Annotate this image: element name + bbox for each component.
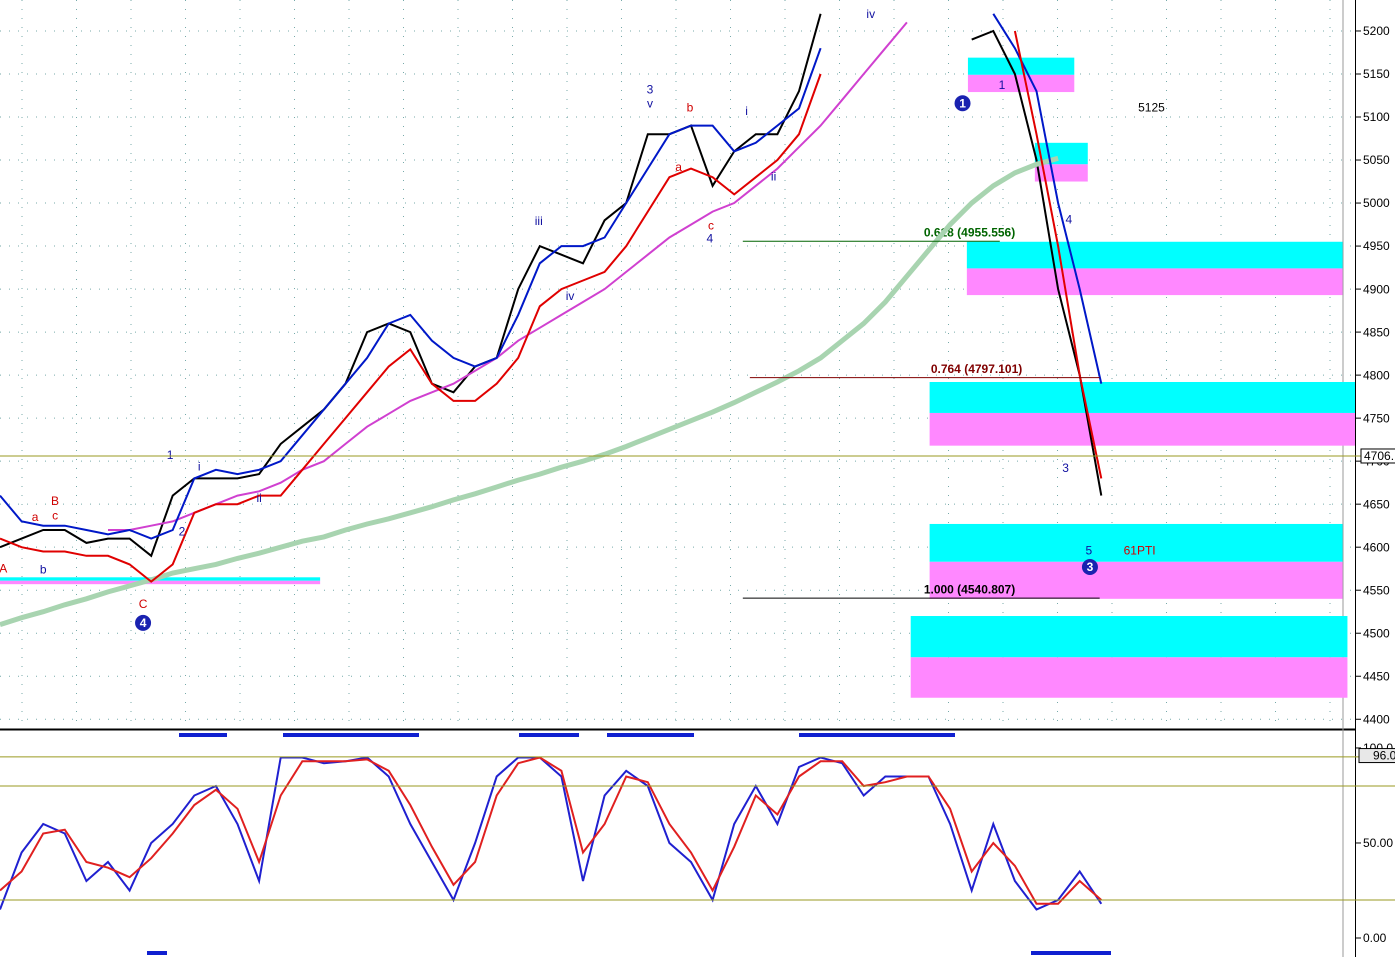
wave-circle bbox=[135, 614, 152, 631]
y-tick-label: 5200 bbox=[1363, 24, 1390, 38]
y-tick-label: 50.00 bbox=[1363, 836, 1393, 850]
wave-circle bbox=[1081, 558, 1098, 575]
wave-label: ii bbox=[256, 491, 261, 505]
signal-bar bbox=[799, 733, 955, 737]
price-box bbox=[1360, 448, 1395, 464]
signal-bar bbox=[179, 733, 227, 737]
y-tick-label: 4400 bbox=[1363, 712, 1390, 726]
marker-label: 96.0 bbox=[1373, 749, 1395, 763]
target-zone-upper bbox=[929, 381, 1355, 413]
wave-label: i bbox=[198, 459, 201, 473]
y-tick-label: 0.00 bbox=[1363, 931, 1387, 945]
wave-label: C bbox=[139, 597, 148, 611]
wave-label: B bbox=[51, 494, 59, 508]
target-zone-upper bbox=[967, 57, 1075, 75]
series-line bbox=[0, 756, 1102, 905]
signal-bar bbox=[147, 951, 167, 955]
wave-label: 4 bbox=[1066, 212, 1073, 226]
wave-label: ii bbox=[771, 169, 776, 183]
y-tick-label: 4450 bbox=[1363, 669, 1390, 683]
y-tick-label: 4800 bbox=[1363, 368, 1390, 382]
target-zone-lower bbox=[967, 74, 1075, 93]
wave-label: 5125 bbox=[1138, 101, 1165, 115]
y-tick-label: 4500 bbox=[1363, 626, 1390, 640]
y-tick-label: 4650 bbox=[1363, 497, 1390, 511]
plot-layer bbox=[0, 756, 1103, 911]
wave-label: 1 bbox=[999, 78, 1006, 92]
signal-bar bbox=[1031, 951, 1111, 955]
signal-bar bbox=[519, 733, 579, 737]
wave-label: 1 bbox=[167, 448, 174, 462]
y-tick-label: 4950 bbox=[1363, 239, 1390, 253]
wave-label: i bbox=[745, 104, 748, 118]
wave-label: 4 bbox=[707, 231, 714, 245]
wave-label: 3 bbox=[647, 83, 654, 97]
wave-circle bbox=[954, 95, 971, 112]
wave-label: 3 bbox=[1062, 461, 1069, 475]
target-zone-lower bbox=[0, 580, 321, 585]
signal-bars bbox=[147, 733, 1111, 955]
fib-label: 0.764 (4797.101) bbox=[931, 362, 1022, 376]
wave-label: b bbox=[40, 563, 47, 577]
y-tick-label: 4750 bbox=[1363, 411, 1390, 425]
target-zone-lower bbox=[910, 657, 1348, 698]
price-label: 4706. bbox=[1364, 449, 1394, 463]
signal-bar bbox=[283, 733, 419, 737]
wave-circle-label: 4 bbox=[140, 616, 147, 630]
y-tick-label: 5050 bbox=[1363, 153, 1390, 167]
target-zone-lower bbox=[929, 561, 1343, 599]
series-line bbox=[0, 47, 822, 540]
wave-circle-label: 3 bbox=[1087, 560, 1094, 574]
target-zone-lower bbox=[966, 268, 1343, 296]
wave-label: a bbox=[675, 160, 682, 174]
marker-box bbox=[1358, 748, 1395, 764]
target-zone-lower bbox=[929, 412, 1355, 446]
fib-label: 1.000 (4540.807) bbox=[924, 582, 1015, 596]
target-zone-lower bbox=[1034, 164, 1088, 182]
wave-label: iii bbox=[535, 214, 543, 228]
target-zone-upper bbox=[910, 616, 1348, 658]
y-tick-label: 5150 bbox=[1363, 67, 1390, 81]
wave-label: 61PTI bbox=[1124, 544, 1156, 558]
wave-label: c bbox=[708, 218, 714, 232]
wave-label: c bbox=[52, 508, 58, 522]
series-line bbox=[992, 13, 1103, 384]
series-line bbox=[0, 155, 1059, 627]
plot-layer: 0.618 (4955.556)0.764 (4797.101)1.000 (4… bbox=[0, 7, 1355, 720]
y-tick-label: 4900 bbox=[1363, 282, 1390, 296]
target-zone-upper bbox=[966, 241, 1343, 269]
wave-label: v bbox=[647, 96, 653, 110]
y-tick-label: 5000 bbox=[1363, 196, 1390, 210]
wave-circle-label: 1 bbox=[959, 96, 966, 110]
axis-panel bbox=[1355, 0, 1395, 957]
target-zone-upper bbox=[929, 523, 1343, 562]
series-line bbox=[0, 73, 822, 583]
signal-bar bbox=[607, 733, 694, 737]
y-tick-label: 4550 bbox=[1363, 583, 1390, 597]
wave-label: a bbox=[32, 510, 39, 524]
wave-label: 2 bbox=[179, 525, 186, 539]
series-line bbox=[108, 21, 908, 531]
y-tick-label: 5100 bbox=[1363, 110, 1390, 124]
series-line bbox=[1013, 30, 1103, 479]
wave-label: iv bbox=[866, 7, 875, 21]
wave-label: 5 bbox=[1086, 544, 1093, 558]
wave-label: iv bbox=[566, 289, 575, 303]
y-tick-label: 4850 bbox=[1363, 325, 1390, 339]
wave-label: b bbox=[687, 101, 694, 115]
wave-label: A bbox=[0, 562, 7, 576]
y-tick-label: 4600 bbox=[1363, 540, 1390, 554]
